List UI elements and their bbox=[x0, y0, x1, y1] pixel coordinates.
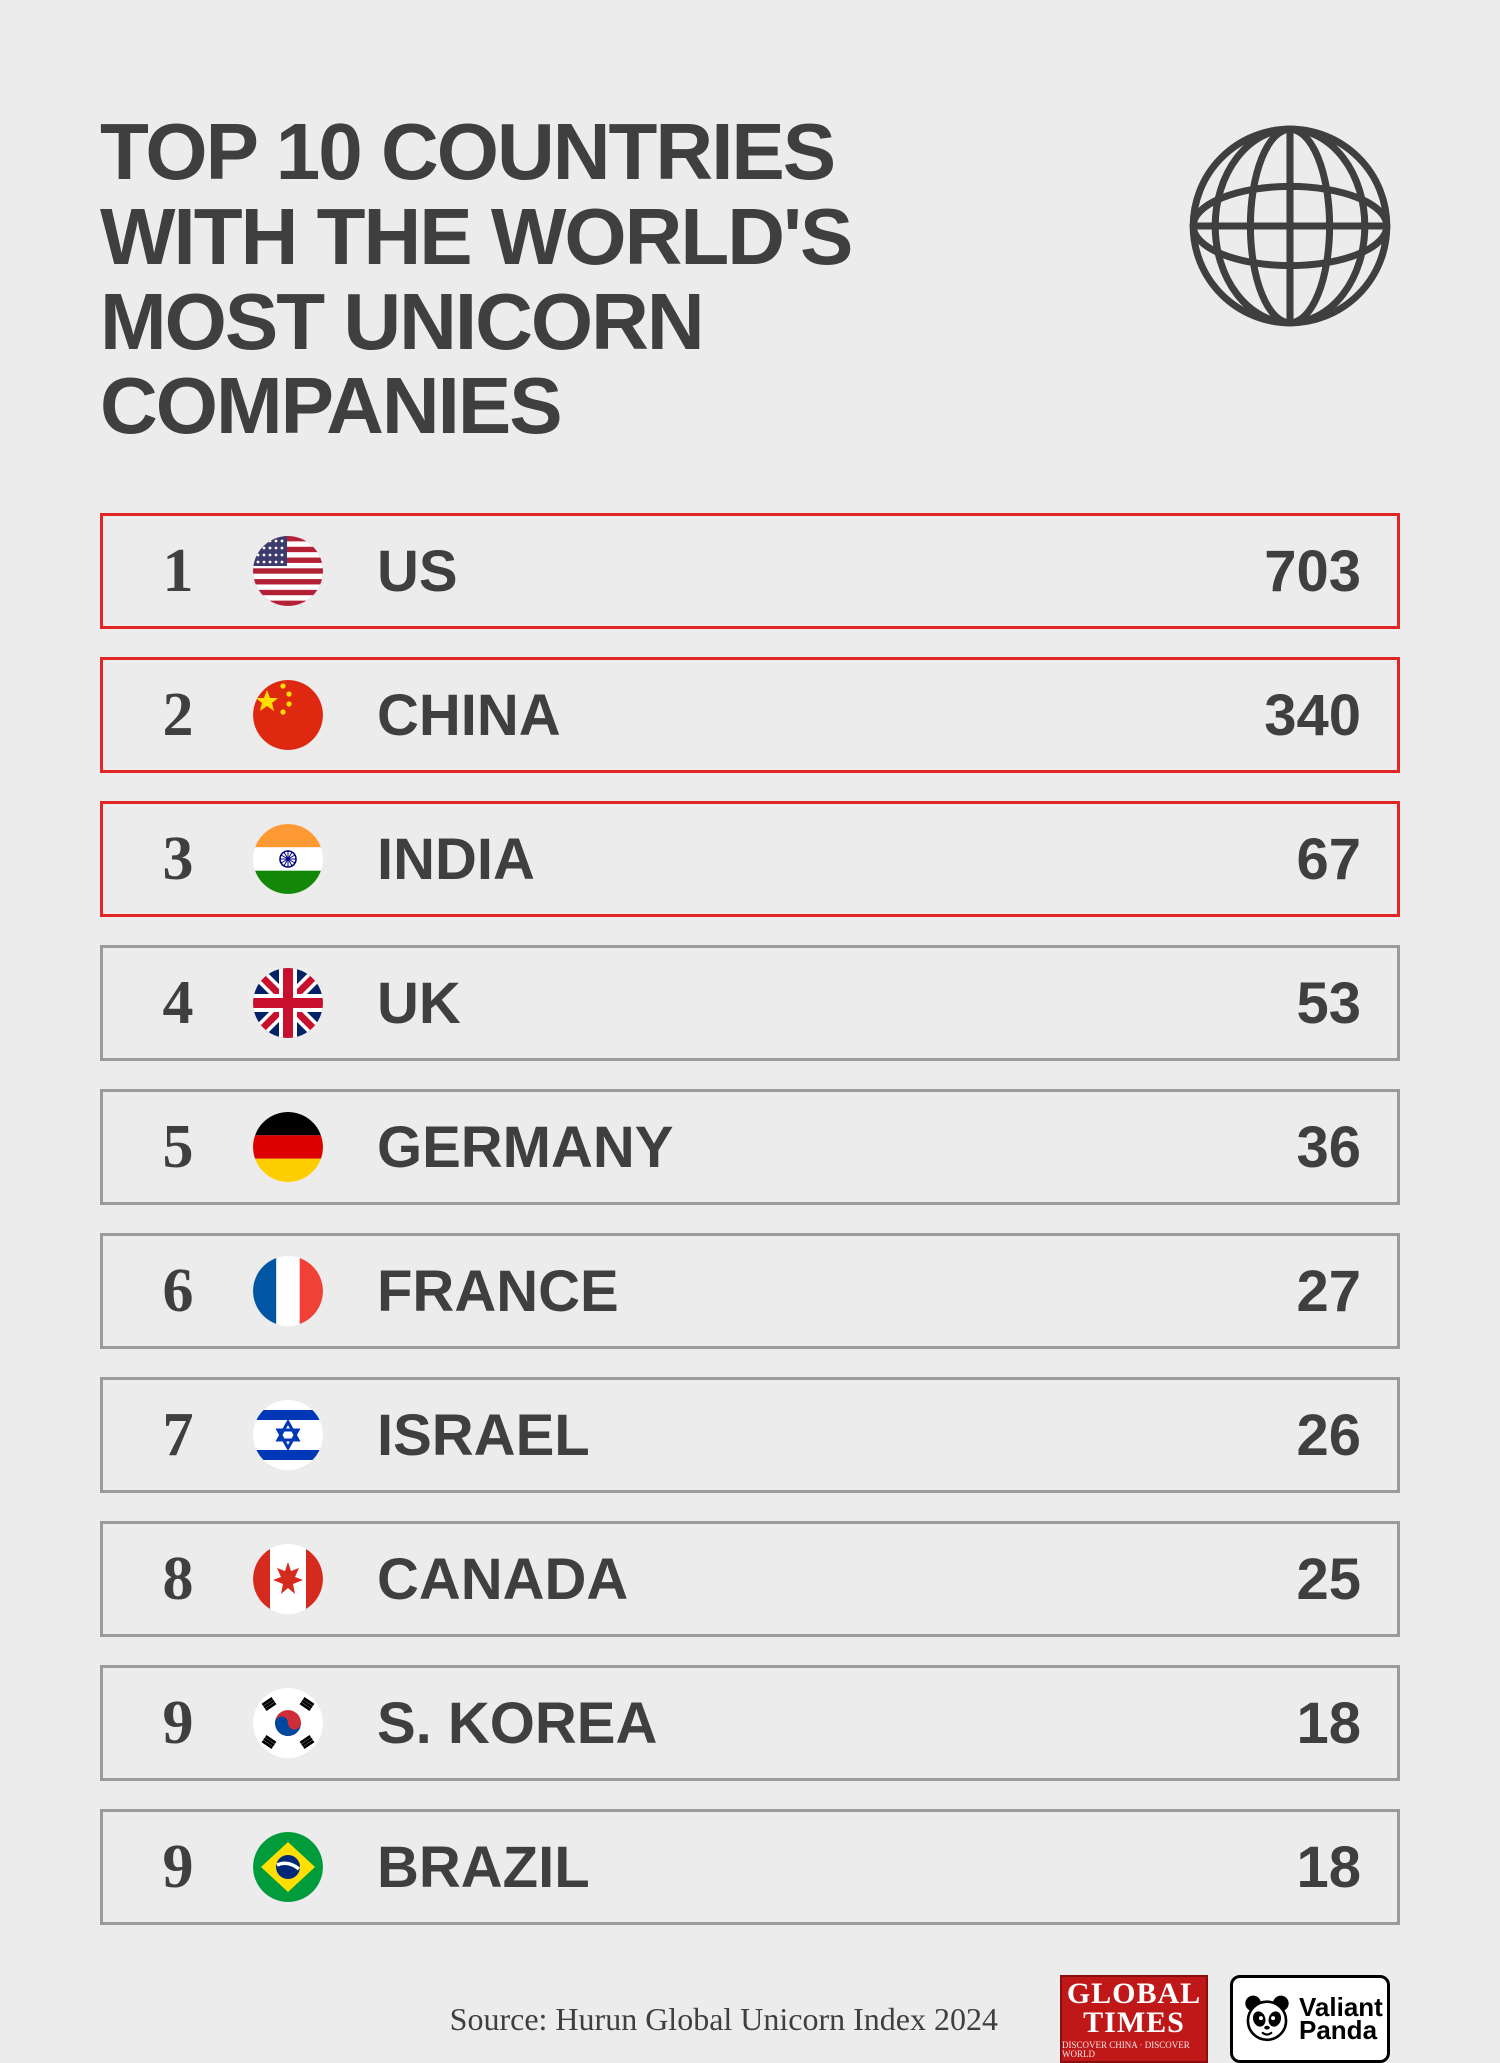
flag-icon bbox=[253, 1256, 323, 1326]
rank-number: 3 bbox=[103, 824, 253, 895]
flag-icon bbox=[253, 1112, 323, 1182]
country-name: S. KOREA bbox=[353, 1690, 1177, 1757]
country-name: CANADA bbox=[353, 1546, 1177, 1613]
valiant-panda-logo: Valiant Panda bbox=[1230, 1975, 1390, 2063]
flag-holder bbox=[253, 1256, 353, 1326]
rank-number: 1 bbox=[103, 536, 253, 607]
vp-line2: Panda bbox=[1299, 2019, 1383, 2042]
flag-icon bbox=[253, 1688, 323, 1758]
unicorn-count: 26 bbox=[1177, 1402, 1397, 1469]
flag-icon bbox=[253, 680, 323, 750]
ranking-row: 9 BRAZIL18 bbox=[100, 1809, 1400, 1925]
vp-line1: Valiant bbox=[1299, 1996, 1383, 2019]
flag-icon bbox=[253, 968, 323, 1038]
ranking-row: 9 S. KOREA18 bbox=[100, 1665, 1400, 1781]
country-name: BRAZIL bbox=[353, 1834, 1177, 1901]
logo-line2: TIMES bbox=[1083, 2009, 1185, 2038]
rank-number: 8 bbox=[103, 1544, 253, 1615]
rank-number: 2 bbox=[103, 680, 253, 751]
country-name: ISRAEL bbox=[353, 1402, 1177, 1469]
rank-number: 4 bbox=[103, 968, 253, 1039]
country-name: INDIA bbox=[353, 826, 1177, 893]
logo-line1: GLOBAL bbox=[1067, 1980, 1201, 2009]
unicorn-count: 18 bbox=[1177, 1834, 1397, 1901]
infographic-container: TOP 10 COUNTRIESWITH THE WORLD'SMOST UNI… bbox=[0, 0, 1500, 2063]
page-title: TOP 10 COUNTRIESWITH THE WORLD'SMOST UNI… bbox=[100, 110, 1180, 449]
valiant-panda-text: Valiant Panda bbox=[1299, 1996, 1383, 2043]
rank-number: 9 bbox=[103, 1688, 253, 1759]
rank-number: 6 bbox=[103, 1256, 253, 1327]
unicorn-count: 18 bbox=[1177, 1690, 1397, 1757]
logo-subline: DISCOVER CHINA · DISCOVER WORLD bbox=[1062, 2041, 1206, 2058]
country-name: US bbox=[353, 538, 1177, 605]
flag-holder bbox=[253, 1688, 353, 1758]
rank-number: 9 bbox=[103, 1832, 253, 1903]
ranking-row: 4 UK53 bbox=[100, 945, 1400, 1061]
ranking-row: 7 ISRAEL26 bbox=[100, 1377, 1400, 1493]
rank-number: 7 bbox=[103, 1400, 253, 1471]
unicorn-count: 36 bbox=[1177, 1114, 1397, 1181]
global-times-logo: GLOBAL TIMES DISCOVER CHINA · DISCOVER W… bbox=[1060, 1975, 1208, 2063]
flag-holder bbox=[253, 536, 353, 606]
unicorn-count: 27 bbox=[1177, 1258, 1397, 1325]
flag-icon bbox=[253, 1544, 323, 1614]
flag-icon bbox=[253, 1400, 323, 1470]
ranking-row: 6 FRANCE27 bbox=[100, 1233, 1400, 1349]
country-name: CHINA bbox=[353, 682, 1177, 749]
flag-holder bbox=[253, 1544, 353, 1614]
footer: Source: Hurun Global Unicorn Index 2024 … bbox=[100, 1975, 1400, 2063]
flag-holder bbox=[253, 824, 353, 894]
flag-holder bbox=[253, 1400, 353, 1470]
unicorn-count: 67 bbox=[1177, 826, 1397, 893]
country-name: UK bbox=[353, 970, 1177, 1037]
rank-number: 5 bbox=[103, 1112, 253, 1183]
flag-icon bbox=[253, 536, 323, 606]
flag-holder bbox=[253, 680, 353, 750]
ranking-row: 1 US703 bbox=[100, 513, 1400, 629]
flag-holder bbox=[253, 968, 353, 1038]
unicorn-count: 340 bbox=[1177, 682, 1397, 749]
flag-holder bbox=[253, 1112, 353, 1182]
source-label: Source: Hurun Global Unicorn Index 2024 bbox=[450, 2001, 998, 2038]
flag-icon bbox=[253, 1832, 323, 1902]
unicorn-count: 25 bbox=[1177, 1546, 1397, 1613]
ranking-list: 1 US703 2 CHINA340 3 INDIA67 4 UK53 5 GERMANY36 6 F… bbox=[100, 513, 1400, 1925]
unicorn-count: 703 bbox=[1177, 538, 1397, 605]
flag-icon bbox=[253, 824, 323, 894]
panda-icon bbox=[1241, 1993, 1293, 2045]
ranking-row: 3 INDIA67 bbox=[100, 801, 1400, 917]
unicorn-count: 53 bbox=[1177, 970, 1397, 1037]
ranking-row: 8 CANADA25 bbox=[100, 1521, 1400, 1637]
country-name: GERMANY bbox=[353, 1114, 1177, 1181]
ranking-row: 5 GERMANY36 bbox=[100, 1089, 1400, 1205]
country-name: FRANCE bbox=[353, 1258, 1177, 1325]
ranking-row: 2 CHINA340 bbox=[100, 657, 1400, 773]
header: TOP 10 COUNTRIESWITH THE WORLD'SMOST UNI… bbox=[100, 110, 1400, 449]
flag-holder bbox=[253, 1832, 353, 1902]
globe-icon bbox=[1180, 116, 1400, 336]
